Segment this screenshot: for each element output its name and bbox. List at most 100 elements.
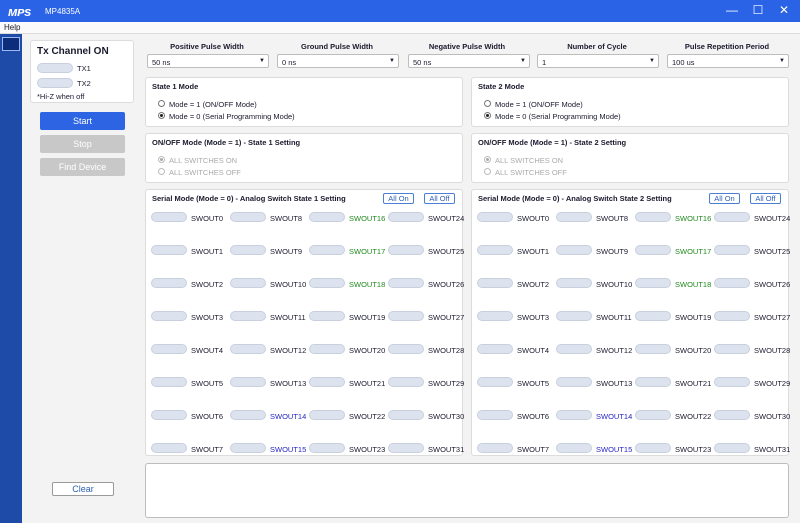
switch-toggle[interactable] <box>151 245 187 255</box>
start-button[interactable]: Start <box>40 112 125 130</box>
switch-toggle[interactable] <box>309 377 345 387</box>
state1-mode1-radio[interactable] <box>158 100 165 107</box>
switch-toggle[interactable] <box>309 311 345 321</box>
switch-toggle[interactable] <box>309 212 345 222</box>
switch-toggle[interactable] <box>477 443 513 453</box>
param-select-3[interactable]: 1 ▼ <box>537 54 659 68</box>
switch-toggle[interactable] <box>477 245 513 255</box>
param-select-2[interactable]: 50 ns ▼ <box>408 54 530 68</box>
switch-toggle[interactable] <box>151 410 187 420</box>
switch-toggle[interactable] <box>230 245 266 255</box>
switch-toggle[interactable] <box>556 443 592 453</box>
param-label-3: Number of Cycle <box>567 42 627 51</box>
state2-all-off-radio[interactable] <box>484 168 491 175</box>
switch-label: SWOUT2 <box>517 280 550 289</box>
param-select-4[interactable]: 100 us ▼ <box>667 54 789 68</box>
state1-all-on-radio[interactable] <box>158 156 165 163</box>
switch-toggle[interactable] <box>151 344 187 354</box>
switch-toggle[interactable] <box>556 410 592 420</box>
switch-toggle[interactable] <box>556 245 592 255</box>
switch-toggle[interactable] <box>388 377 424 387</box>
switch-label: SWOUT3 <box>517 313 550 322</box>
switch-toggle[interactable] <box>635 377 671 387</box>
switch-toggle[interactable] <box>230 410 266 420</box>
switch-toggle[interactable] <box>635 212 671 222</box>
switch-toggle[interactable] <box>714 443 750 453</box>
switch-toggle[interactable] <box>388 212 424 222</box>
switch-toggle[interactable] <box>477 410 513 420</box>
switch-toggle[interactable] <box>477 377 513 387</box>
switch-toggle[interactable] <box>714 344 750 354</box>
switch-toggle[interactable] <box>388 344 424 354</box>
state1-all-off-radio[interactable] <box>158 168 165 175</box>
switch-toggle[interactable] <box>714 278 750 288</box>
state2-all-off-button[interactable]: All Off <box>750 193 781 204</box>
switch-toggle[interactable] <box>388 410 424 420</box>
switch-toggle[interactable] <box>635 410 671 420</box>
switch-toggle[interactable] <box>309 344 345 354</box>
minimize-button[interactable]: — <box>726 3 738 17</box>
switch-toggle[interactable] <box>230 377 266 387</box>
switch-toggle[interactable] <box>151 377 187 387</box>
tx2-toggle[interactable] <box>37 78 73 88</box>
state1-all-off-button[interactable]: All Off <box>424 193 455 204</box>
switch-toggle[interactable] <box>635 245 671 255</box>
maximize-button[interactable]: ☐ <box>752 3 764 17</box>
close-button[interactable]: ✕ <box>778 3 790 17</box>
switch-toggle[interactable] <box>477 212 513 222</box>
switch-toggle[interactable] <box>309 443 345 453</box>
state2-mode0-radio[interactable] <box>484 112 491 119</box>
state2-all-on-radio[interactable] <box>484 156 491 163</box>
switch-toggle[interactable] <box>388 245 424 255</box>
grid-icon[interactable] <box>2 37 20 51</box>
tx1-toggle[interactable] <box>37 63 73 73</box>
switch-label: SWOUT18 <box>675 280 712 289</box>
switch-toggle[interactable] <box>151 278 187 288</box>
switch-toggle[interactable] <box>230 311 266 321</box>
switch-toggle[interactable] <box>388 311 424 321</box>
switch-label: SWOUT17 <box>349 247 386 256</box>
switch-toggle[interactable] <box>309 410 345 420</box>
param-select-1[interactable]: 0 ns ▼ <box>277 54 399 68</box>
switch-toggle[interactable] <box>230 344 266 354</box>
param-select-0[interactable]: 50 ns ▼ <box>147 54 269 68</box>
switch-toggle[interactable] <box>388 278 424 288</box>
switch-toggle[interactable] <box>477 344 513 354</box>
state2-mode1-radio[interactable] <box>484 100 491 107</box>
switch-toggle[interactable] <box>309 245 345 255</box>
switch-toggle[interactable] <box>556 212 592 222</box>
switch-label: SWOUT30 <box>754 412 791 421</box>
switch-toggle[interactable] <box>635 278 671 288</box>
switch-toggle[interactable] <box>714 311 750 321</box>
log-textarea[interactable] <box>145 463 789 518</box>
switch-toggle[interactable] <box>477 278 513 288</box>
switch-toggle[interactable] <box>635 344 671 354</box>
switch-toggle[interactable] <box>388 443 424 453</box>
switch-toggle[interactable] <box>635 311 671 321</box>
switch-toggle[interactable] <box>714 245 750 255</box>
switch-toggle[interactable] <box>230 278 266 288</box>
switch-toggle[interactable] <box>556 344 592 354</box>
switch-toggle[interactable] <box>151 443 187 453</box>
state1-all-on-button[interactable]: All On <box>383 193 414 204</box>
stop-button[interactable]: Stop <box>40 135 125 153</box>
switch-toggle[interactable] <box>556 311 592 321</box>
switch-toggle[interactable] <box>556 377 592 387</box>
find-device-button[interactable]: Find Device <box>40 158 125 176</box>
state1-mode0-radio[interactable] <box>158 112 165 119</box>
switch-toggle[interactable] <box>714 212 750 222</box>
switch-toggle[interactable] <box>151 212 187 222</box>
switch-label: SWOUT26 <box>754 280 791 289</box>
switch-toggle[interactable] <box>635 443 671 453</box>
switch-toggle[interactable] <box>714 410 750 420</box>
switch-toggle[interactable] <box>309 278 345 288</box>
clear-button[interactable]: Clear <box>52 482 114 496</box>
switch-toggle[interactable] <box>556 278 592 288</box>
menu-help[interactable]: Help <box>4 23 21 32</box>
switch-toggle[interactable] <box>230 443 266 453</box>
switch-toggle[interactable] <box>477 311 513 321</box>
switch-toggle[interactable] <box>230 212 266 222</box>
switch-toggle[interactable] <box>714 377 750 387</box>
state2-all-on-button[interactable]: All On <box>709 193 740 204</box>
switch-toggle[interactable] <box>151 311 187 321</box>
